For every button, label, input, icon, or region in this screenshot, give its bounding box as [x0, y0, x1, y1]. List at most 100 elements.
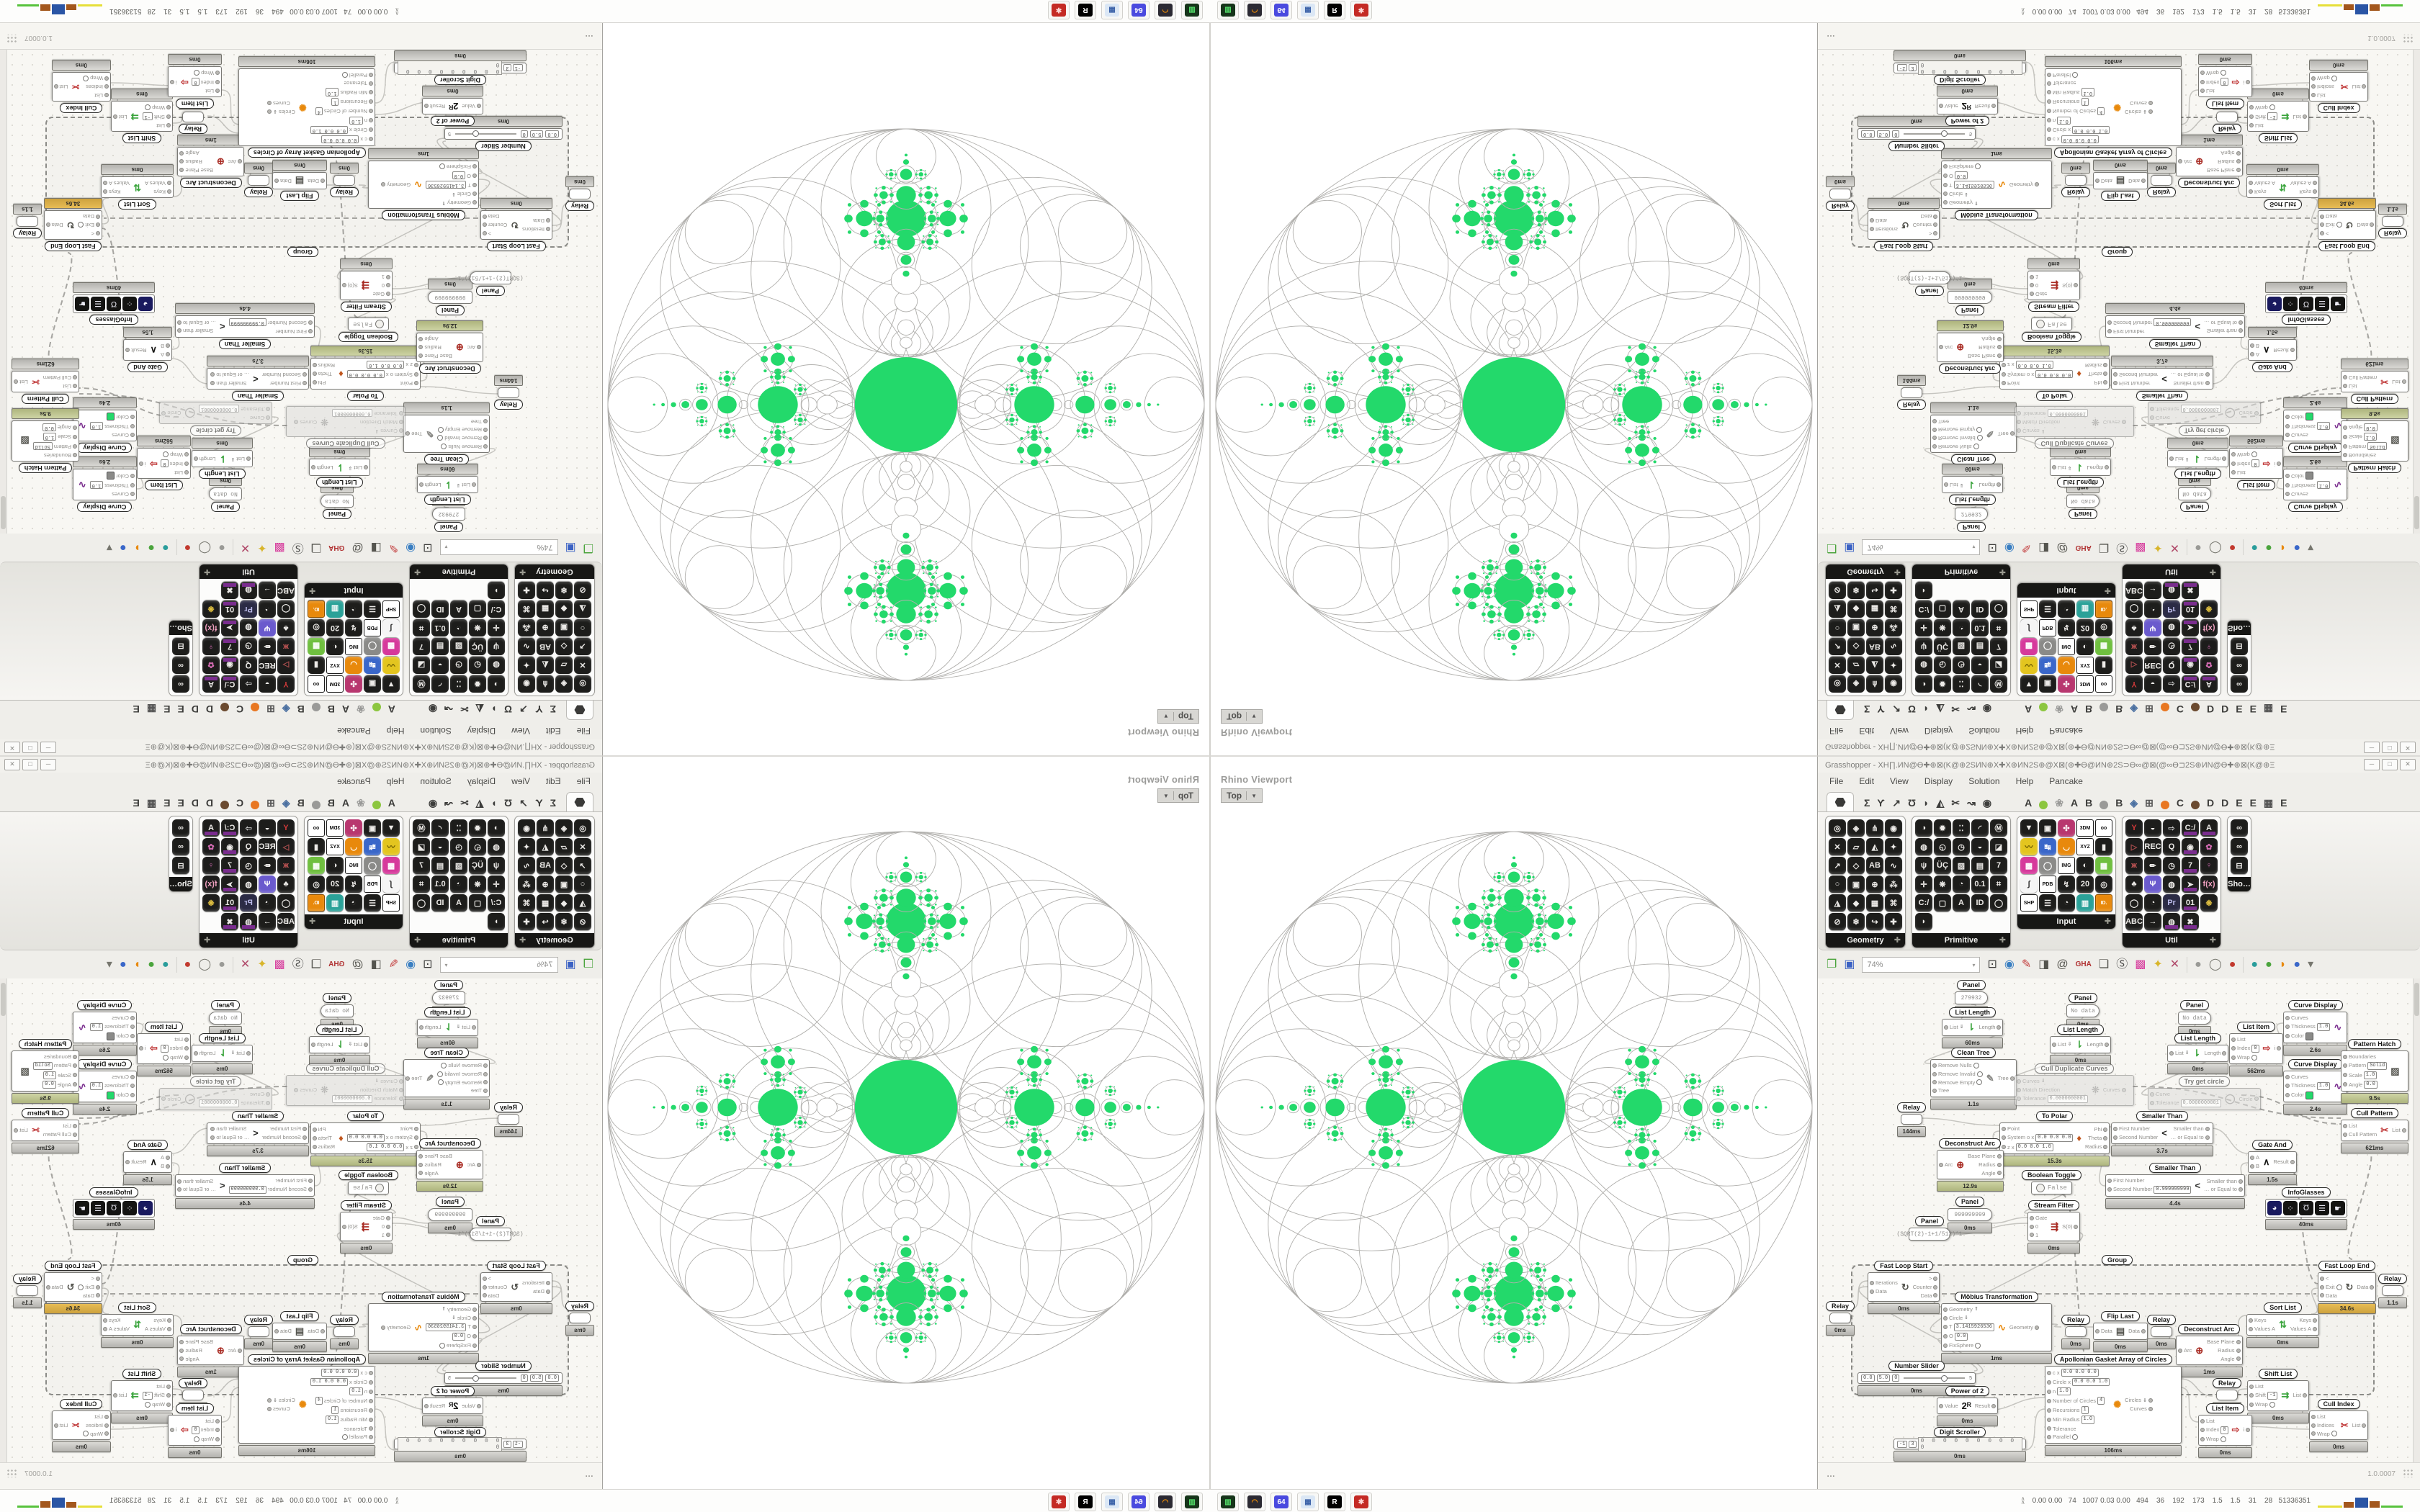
input-port[interactable] — [2002, 1145, 2006, 1150]
palette-icon-util-28[interactable]: ✖ — [2182, 913, 2199, 930]
component-sort-list[interactable]: Sort List Keys Values A ⇅ Keys Values A 0ms — [100, 164, 174, 210]
palette-icon-primitive-4[interactable]: Ⓜ — [413, 675, 430, 693]
input-port[interactable] — [2249, 1318, 2253, 1323]
palette-icon-geometry-4[interactable]: ✕ — [1829, 838, 1846, 855]
palette-icon-input-7[interactable]: ◡ — [2058, 838, 2075, 855]
palette-icon-primitive-15[interactable]: ✛ — [488, 619, 505, 636]
component-body[interactable]: List Shift -1 Wrap ⇉ List — [111, 101, 173, 132]
toggle-body[interactable]: False — [2030, 1182, 2072, 1194]
toggle-knob[interactable] — [2035, 1184, 2045, 1192]
panel-value[interactable]: No data — [2178, 1012, 2211, 1025]
component-power-of-2[interactable]: Power of 2 Value 2ᴿ Result 0ms — [421, 86, 483, 126]
toggle-port-icon[interactable] — [2336, 222, 2342, 228]
value-box[interactable]: -1 — [142, 112, 153, 121]
viewport-tab-top[interactable]: Top ▼ — [1221, 788, 1263, 803]
palette-icon-input-23[interactable]: ▥ — [326, 894, 344, 912]
palette-icon-input-4[interactable]: oo — [308, 819, 325, 837]
palette-icon-primitive-2[interactable]: ⁚⁚ — [450, 675, 467, 693]
toggle-port-icon[interactable] — [437, 1071, 444, 1077]
palette-icon-util-14[interactable]: ♀ — [202, 857, 220, 874]
output-port[interactable] — [2034, 182, 2039, 187]
output-port[interactable] — [177, 328, 182, 333]
palette-icon-util-20[interactable]: ◯ — [277, 600, 295, 618]
tab-maths[interactable]: Σ — [1864, 703, 1870, 715]
palette-icon-geometry-16[interactable]: ◮ — [574, 600, 591, 618]
component-to-polar[interactable]: To Polar Point System o x 0.0 0.0 0.0 z x 0.0… — [1999, 346, 2110, 401]
palette-icon-util-28[interactable]: ✖ — [2182, 582, 2199, 599]
viewport-tab-top[interactable]: Top ▼ — [1157, 788, 1199, 803]
input-port[interactable] — [73, 444, 77, 449]
resize-grip-icon[interactable] — [2403, 1469, 2414, 1477]
palette-icon-input-0[interactable]: ▼ — [2020, 819, 2038, 837]
palette-icon-primitive-1[interactable]: ✹ — [1934, 819, 1951, 837]
component-body[interactable]: List Shift -1 Wrap ⇉ List — [111, 1380, 173, 1411]
component-body[interactable]: Curves Thickness 1.0 Color ∿ — [72, 410, 137, 441]
palette-icon-geometry-8[interactable]: ↗ — [574, 857, 591, 874]
input-port[interactable] — [2047, 81, 2051, 86]
palette-add-icon[interactable]: ✚ — [1894, 567, 1901, 576]
toolbar-zoom-extents-icon[interactable]: ⊡ — [423, 958, 433, 971]
toolbar-save-file-icon[interactable]: ▣ — [565, 958, 576, 971]
palette-add-icon[interactable]: ✚ — [204, 936, 211, 945]
palette-icon-sho-0[interactable]: ∞ — [2231, 819, 2248, 837]
palette-icon-geometry-3[interactable]: ◉ — [518, 819, 535, 837]
palette-icon-primitive-5[interactable]: ◍ — [488, 657, 505, 674]
output-port[interactable] — [45, 1284, 50, 1290]
component-body[interactable]: Gate 0 1 ⇶ S(0) — [339, 270, 393, 300]
tab-params[interactable] — [566, 701, 593, 720]
input-port[interactable] — [546, 227, 550, 232]
component-body[interactable]: List ⇓ ⇂ Length — [308, 459, 370, 476]
component-body[interactable]: Remove Nulls Remove Invalid Remove Empty Tr… — [1930, 1059, 2017, 1097]
toggle-knob[interactable] — [2035, 320, 2045, 328]
palette-icon-geometry-6[interactable]: ◭ — [537, 657, 554, 674]
toolbar-preview-shaded-icon[interactable]: ● — [2228, 541, 2236, 554]
rhino-viewport-canvas[interactable]: .fs{fill:none;stroke:#B0AFAC;stroke-widt… — [603, 23, 1209, 705]
menu-file[interactable]: File — [576, 726, 591, 736]
input-port[interactable] — [1932, 1080, 1937, 1085]
input-port[interactable] — [167, 181, 171, 186]
infoglasses-tile-icon[interactable]: ◕ — [2267, 1201, 2282, 1215]
input-port[interactable] — [1939, 345, 1943, 350]
tab-mesh[interactable]: ◭ — [1936, 797, 1945, 809]
palette-icon-util-0[interactable]: Y — [2125, 819, 2143, 837]
taskbar-app-gpu-tool[interactable]: ▥ — [1217, 1493, 1239, 1511]
palette-icon-primitive-9[interactable]: ◪ — [1990, 657, 2007, 674]
value-box[interactable]: 3.1415926536 — [1953, 1323, 1995, 1331]
component-body[interactable]: Arc ⊕ Base Plane Radius Angle — [416, 332, 483, 362]
palette-icon-geometry-6[interactable]: ◭ — [537, 838, 554, 855]
component-smaller-than-2[interactable]: Smaller Than First Number Second Number 0.9… — [175, 303, 315, 349]
palette-icon-util-20[interactable]: ◯ — [2125, 600, 2143, 618]
palette-icon-util-4[interactable]: A — [202, 675, 220, 693]
output-port[interactable] — [341, 283, 346, 288]
input-port[interactable] — [477, 1162, 481, 1167]
input-port[interactable] — [1943, 173, 1948, 178]
output-port[interactable] — [2303, 114, 2307, 119]
relay-body[interactable] — [247, 1326, 269, 1337]
palette-icon-util-3[interactable]: C:/ — [221, 675, 238, 693]
palette-icon-geometry-7[interactable]: ✦ — [1885, 657, 1902, 674]
toolbar-remote-at-icon[interactable]: @ — [351, 541, 364, 554]
output-port[interactable] — [1996, 1025, 2002, 1030]
tab-plugin-kiwi[interactable] — [2039, 703, 2048, 711]
component-cull-index[interactable]: Cull Index List Indices Wrap ✂ List 0ms — [2309, 1399, 2369, 1453]
palette-icon-primitive-25[interactable]: ◗ — [1915, 913, 1932, 930]
input-port[interactable] — [167, 1326, 171, 1331]
input-port[interactable] — [266, 406, 270, 411]
output-port[interactable] — [2362, 84, 2367, 89]
input-port[interactable] — [2113, 381, 2118, 386]
palette-add-icon[interactable]: ✚ — [519, 936, 526, 945]
tab-plugin-e3[interactable]: E — [2280, 703, 2287, 715]
palette-icon-geometry-15[interactable]: ⁂ — [1885, 619, 1902, 636]
tab-plugin-b2[interactable]: B — [2115, 703, 2123, 715]
toolbar-preview-wire-icon[interactable]: ◯ — [198, 541, 212, 554]
component-infoglasses[interactable]: InfoGlasses ◕ ⁘ Ʊ ☰ ☛ 40ms — [2265, 282, 2347, 325]
panel-value[interactable]: No data — [2178, 487, 2211, 500]
output-port[interactable] — [179, 1348, 184, 1353]
tab-transform[interactable]: ↝ — [444, 797, 453, 809]
palette-icon-input-17[interactable]: ↯ — [2058, 619, 2075, 636]
palette-icon-input-18[interactable]: 20 — [326, 619, 344, 636]
palette-icon-primitive-12[interactable]: ▨ — [1953, 638, 1970, 655]
component-body[interactable]: List ⇓ ⇂ Length — [2167, 1045, 2229, 1062]
component-body[interactable]: Curves ⇓ Match Direction Tolerance 0.0000000… — [2015, 406, 2134, 437]
input-port[interactable] — [2030, 1233, 2034, 1238]
